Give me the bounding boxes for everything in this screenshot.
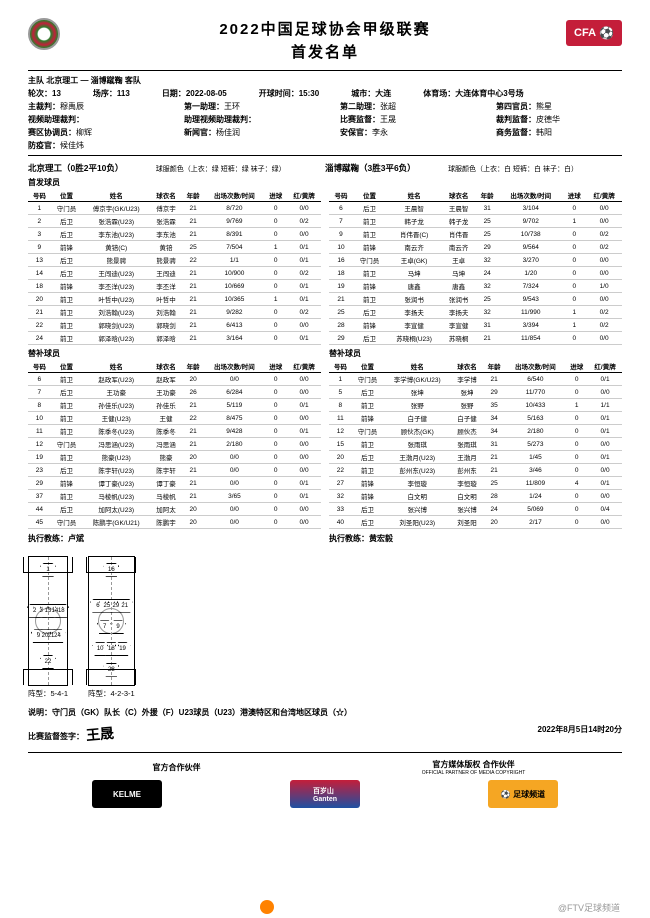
sheet-subtitle: 首发名单	[28, 41, 622, 62]
table-row: 3后卫李东池(U23)李东池218/39100/0	[28, 228, 321, 241]
table-row: 7后卫王功豪王功豪266/28400/0	[28, 386, 321, 399]
header: CFA 2022中国足球协会甲级联赛 首发名单	[28, 18, 622, 62]
teams-line: 主队 北京理工 — 淄博蹴鞠 客队	[28, 75, 622, 86]
partners-row: 官方合作伙伴 官方媒体版权 合作伙伴OFFICIAL PARTNER OF ME…	[28, 759, 622, 776]
legend-notes: 说明：守门员（GK）队长（C）外援（F）U23球员（U23）港澳特区和台湾地区球…	[28, 707, 622, 718]
table-row: 29后卫苏晓桐(U23)苏晓桐2111/85400/0	[329, 332, 622, 345]
away-subs-table: 号码位置姓名球衣名年龄出场次数/时间进球红/黄牌1守门员李学博(GK/U23)李…	[329, 360, 622, 529]
table-row: 20后卫王渤月(U23)王渤月211/4500/1	[329, 451, 622, 464]
table-row: 25后卫李扬夫李扬夫3211/99010/2	[329, 306, 622, 319]
table-row: 21前卫张润书张润书259/54300/0	[329, 293, 622, 306]
table-row: 1守门员李学博(GK/U23)李学博216/54000/1	[329, 373, 622, 386]
table-row: 10前卫王健(U23)王健228/47500/0	[28, 412, 321, 425]
kelme-logo: KELME	[92, 780, 162, 808]
away-coach: 执行教练：黄宏毅	[329, 533, 622, 544]
shirt-icon: 9	[110, 620, 126, 634]
subs-label: 替补球员	[28, 348, 321, 359]
table-row: 21前卫刘浩翰(U23)刘浩翰219/28200/2	[28, 306, 321, 319]
table-row: 18前锋李丕洋(U23)李丕洋2110/66900/1	[28, 280, 321, 293]
officials-block: 主裁判：穆禹辰第一助理：王环第二助理：张超第四官员：熊星视频助理裁判：助理视频助…	[28, 101, 622, 151]
subs-block: 号码位置姓名球衣名年龄出场次数/时间进球红/黄牌6前卫赵政军(U23)赵政军20…	[28, 360, 622, 529]
table-row: 11前卫陈季冬(U23)陈季冬219/42800/1	[28, 425, 321, 438]
home-starters-table: 号码位置姓名球衣名年龄出场次数/时间进球红/黄牌1守门员傅京宇(GK/U23)傅…	[28, 189, 321, 345]
table-row: 16守门员王卓(GK)王卓323/27000/0	[329, 254, 622, 267]
table-row: 8前卫张野张野3510/43311/1	[329, 399, 622, 412]
divider	[28, 752, 622, 753]
table-row: 44后卫加阿太(U23)加阿太200/000/0	[28, 503, 321, 516]
table-row: 28前锋李宣健李宣健313/39410/2	[329, 319, 622, 332]
table-row: 11前锋白子健白子健345/16300/1	[329, 412, 622, 425]
home-subs-table: 号码位置姓名球衣名年龄出场次数/时间进球红/黄牌6前卫赵政军(U23)赵政军20…	[28, 360, 321, 529]
team-headers: 北京理工（0胜2平10负） 球服颜色（上衣：绿 短裤：绿 袜子：绿） 淄博蹴鞠（…	[28, 162, 622, 174]
table-row: 12守门员冯思涵(U23)冯思涵212/18000/0	[28, 438, 321, 451]
table-row: 22前卫郭晓剑(U23)郭晓剑216/41300/0	[28, 319, 321, 332]
table-row: 23后卫陈宇轩(U23)陈宇轩210/000/0	[28, 464, 321, 477]
subs-label: 替补球员	[329, 348, 622, 359]
table-row: 6后卫王晨智王晨智313/10400/0	[329, 202, 622, 215]
table-row: 15前卫张雨琪张雨琪315/27300/0	[329, 438, 622, 451]
table-row: 32前锋白文明白文明281/2400/0	[329, 490, 622, 503]
table-row: 13后卫熊景骋熊景骋221/100/1	[28, 254, 321, 267]
table-row: 27前锋李恒璇李恒璇2511/80940/1	[329, 477, 622, 490]
divider	[28, 70, 622, 71]
table-row: 5后卫张坤张坤2911/77000/0	[329, 386, 622, 399]
table-row: 12守门员顾伙杰(GK)顾伙杰342/18000/1	[329, 425, 622, 438]
table-row: 19前锋唐鑫唐鑫327/32401/0	[329, 280, 622, 293]
signature-row: 比赛监督签字： 王晟 2022年8月5日14时20分	[28, 724, 622, 744]
formation-diagrams: 123131418920212422 阵型：5-4-1 166252921791…	[28, 556, 622, 699]
cfa-badge-icon	[28, 18, 60, 50]
shirt-icon: 18	[53, 604, 69, 618]
divider	[28, 155, 622, 156]
home-coach: 执行教练：卢斌	[28, 533, 321, 544]
partner-logos: KELME 百岁山 Ganten ⚽ 足球频道	[28, 780, 622, 808]
table-row: 45守门员陈鹏宇(GK/U21)陈鹏宇200/000/0	[28, 516, 321, 529]
table-row: 40后卫刘圣阳(U23)刘圣阳202/1700/0	[329, 516, 622, 529]
starters-label: 首发球员	[28, 177, 622, 188]
table-row: 33后卫张兴博张兴博245/06900/4	[329, 503, 622, 516]
home-pitch: 123131418920212422	[28, 556, 68, 686]
ganten-logo: 百岁山 Ganten	[290, 780, 360, 808]
match-info-row-1: 轮次：13 场序：113 日期：2022-08-05 开球时间：15:30 城市…	[28, 88, 622, 99]
table-row: 19前卫熊豪(U23)熊豪200/000/0	[28, 451, 321, 464]
table-row: 7前卫韩子龙韩子龙259/70210/0	[329, 215, 622, 228]
league-title: 2022中国足球协会甲级联赛	[28, 18, 622, 39]
shirt-icon: 24	[50, 629, 66, 643]
shirt-icon: 22	[40, 655, 56, 669]
table-row: 1守门员傅京宇(GK/U23)傅京宇218/72000/0	[28, 202, 321, 215]
table-row: 18前卫马坤马坤241/2000/0	[329, 267, 622, 280]
cfa-logo: CFA	[566, 20, 622, 46]
starters-block: 号码位置姓名球衣名年龄出场次数/时间进球红/黄牌1守门员傅京宇(GK/U23)傅…	[28, 189, 622, 345]
table-row: 10前锋南云齐南云齐299/56400/2	[329, 241, 622, 254]
ftv-logo: ⚽ 足球频道	[488, 780, 558, 808]
table-row: 29前锋谭丁豪(U23)谭丁豪210/000/1	[28, 477, 321, 490]
table-row: 9前锋黄锫(C)黄锫257/50410/1	[28, 241, 321, 254]
shirt-icon: 19	[115, 642, 131, 656]
away-pitch: 1662529217910181928	[88, 556, 135, 686]
table-row: 6前卫赵政军(U23)赵政军200/000/0	[28, 373, 321, 386]
table-row: 22前卫彭州东(U23)彭州东213/4600/0	[329, 464, 622, 477]
table-row: 9前卫肖伟晋(C)肖伟晋2510/73800/2	[329, 228, 622, 241]
table-row: 14后卫王闯迪(U23)王闯迪2110/90000/2	[28, 267, 321, 280]
watermark: @FTV足球频道	[558, 901, 620, 914]
table-row: 2后卫张浩霖(U23)张浩霖219/76900/2	[28, 215, 321, 228]
table-row: 24前卫郭泽晗(U23)郭泽晗213/16400/1	[28, 332, 321, 345]
table-row: 20前卫叶哲中(U23)叶哲中2110/36510/1	[28, 293, 321, 306]
weibo-icon	[260, 900, 274, 914]
table-row: 8前卫孙佳乐(U23)孙佳乐215/11900/1	[28, 399, 321, 412]
table-row: 37前卫马棱帆(U23)马棱帆213/6500/1	[28, 490, 321, 503]
shirt-icon: 1	[40, 563, 56, 577]
shirt-icon: 16	[103, 563, 119, 577]
shirt-icon: 21	[117, 599, 133, 613]
away-starters-table: 号码位置姓名球衣名年龄出场次数/时间进球红/黄牌6后卫王晨智王晨智313/104…	[329, 189, 622, 345]
shirt-icon: 28	[103, 663, 119, 677]
